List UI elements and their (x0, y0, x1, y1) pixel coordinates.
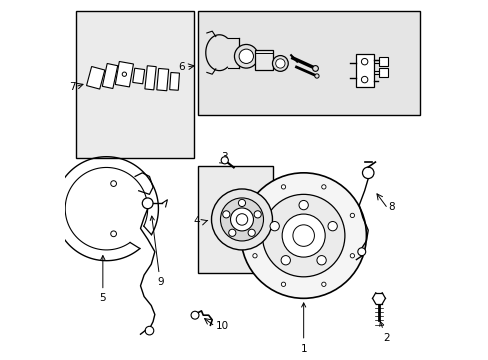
Bar (198, 12, 419, 116)
Bar (76, 12, 194, 158)
Polygon shape (102, 63, 118, 89)
Text: 10: 10 (215, 321, 228, 331)
Circle shape (281, 282, 285, 287)
Circle shape (238, 199, 245, 207)
Circle shape (262, 194, 344, 277)
Polygon shape (157, 68, 168, 91)
Circle shape (228, 229, 235, 237)
Circle shape (327, 221, 337, 231)
Bar (355, 54, 373, 87)
Circle shape (211, 189, 272, 250)
Circle shape (236, 214, 247, 225)
Text: 9: 9 (150, 216, 163, 287)
Circle shape (357, 248, 365, 256)
Circle shape (110, 231, 116, 237)
Circle shape (252, 213, 257, 217)
Circle shape (110, 181, 116, 186)
Circle shape (220, 198, 263, 241)
Circle shape (321, 185, 325, 189)
Circle shape (281, 185, 285, 189)
Circle shape (321, 282, 325, 287)
Circle shape (316, 256, 325, 265)
Circle shape (230, 208, 253, 231)
Circle shape (282, 214, 325, 257)
Circle shape (254, 211, 261, 218)
Polygon shape (86, 67, 104, 89)
Circle shape (272, 55, 287, 71)
Text: 5: 5 (100, 256, 106, 303)
Circle shape (252, 253, 257, 258)
Bar (198, 166, 273, 273)
Circle shape (275, 59, 285, 68)
Circle shape (361, 58, 367, 65)
Circle shape (362, 167, 373, 179)
Circle shape (247, 229, 255, 237)
Polygon shape (144, 66, 156, 90)
Polygon shape (169, 72, 179, 90)
Bar (378, 57, 387, 66)
Polygon shape (115, 62, 133, 87)
Text: 6: 6 (178, 62, 184, 72)
Bar (378, 68, 387, 77)
Circle shape (222, 211, 229, 218)
Circle shape (122, 72, 126, 76)
Circle shape (269, 221, 279, 231)
Circle shape (349, 253, 354, 258)
Circle shape (292, 225, 314, 246)
Circle shape (361, 76, 367, 83)
Polygon shape (132, 68, 144, 84)
Circle shape (221, 157, 228, 164)
Text: 3: 3 (221, 152, 227, 162)
Circle shape (312, 66, 318, 71)
Circle shape (241, 173, 366, 298)
Text: 4: 4 (193, 216, 200, 226)
Text: 7: 7 (69, 82, 75, 92)
Circle shape (349, 213, 354, 217)
Text: 2: 2 (379, 322, 388, 343)
Circle shape (142, 198, 153, 209)
Circle shape (234, 44, 258, 68)
Text: 8: 8 (387, 202, 394, 212)
Circle shape (298, 201, 308, 210)
Circle shape (191, 311, 199, 319)
Circle shape (239, 49, 253, 63)
Circle shape (314, 74, 319, 78)
Circle shape (145, 326, 153, 335)
Bar (255, 50, 273, 70)
Circle shape (281, 256, 290, 265)
Text: 1: 1 (300, 303, 306, 354)
